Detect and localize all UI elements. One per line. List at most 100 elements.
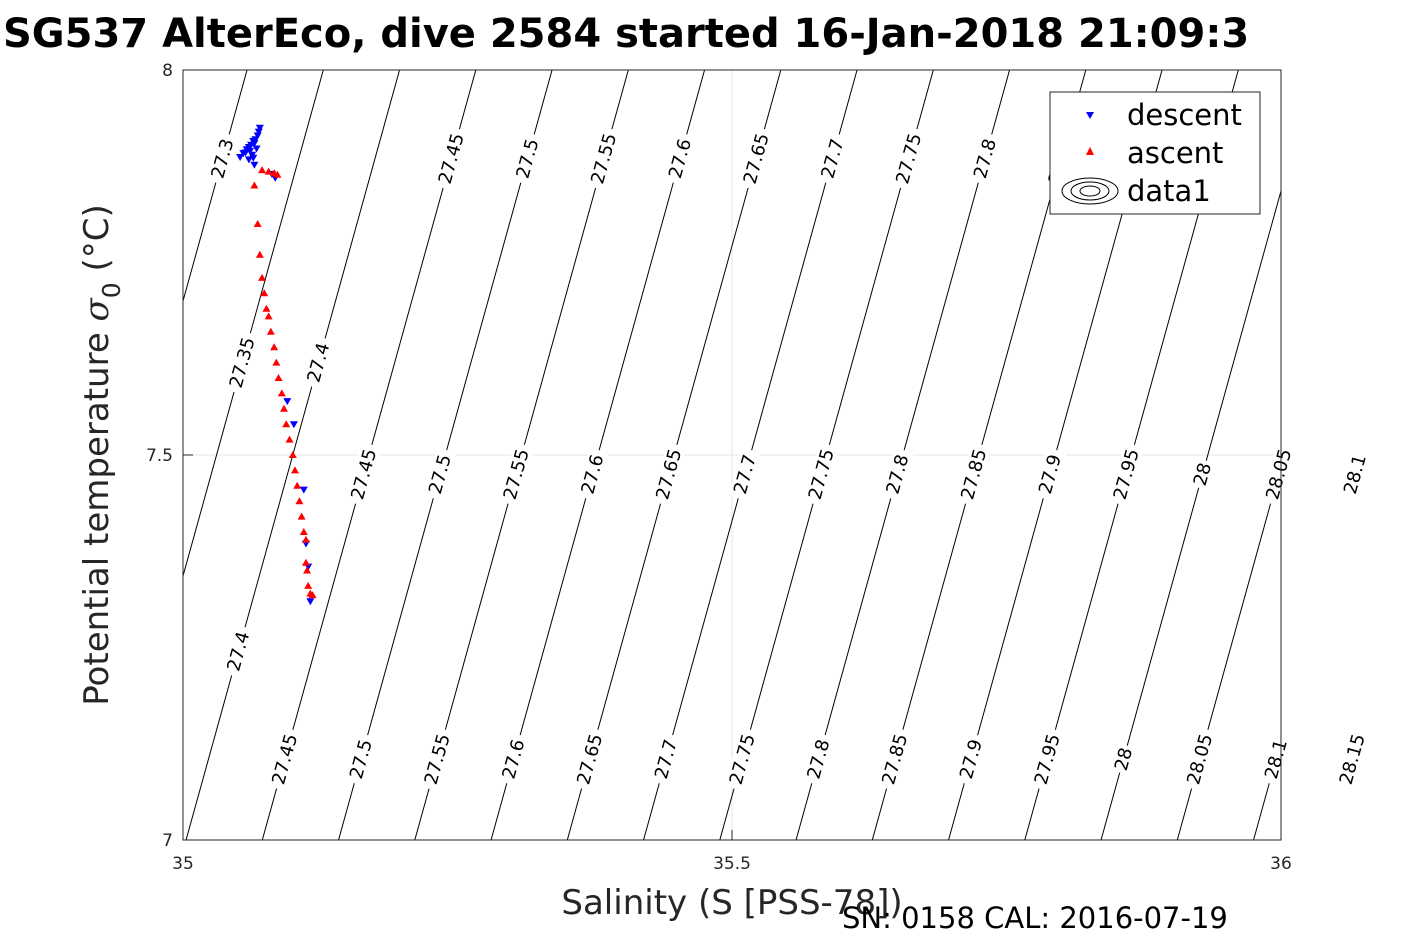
contour-label-bg [738, 126, 775, 191]
contour-label-bg [724, 727, 761, 792]
contour-label-bg [650, 442, 687, 507]
contour-line [183, 70, 324, 578]
contour-label-bg [881, 447, 914, 502]
ascent-point [258, 166, 267, 174]
ascent-point [297, 512, 306, 520]
contour-line [1406, 70, 1417, 840]
y-axis-label-main: Potential temperature [77, 321, 117, 705]
legend-ascent-marker [1086, 147, 1094, 155]
ascent-point [303, 566, 312, 574]
contour-label-bg [1189, 458, 1216, 491]
legend-contour-label: data1 [1127, 174, 1211, 208]
contour-label-bg [222, 624, 255, 679]
ascent-point [270, 343, 279, 351]
footer-calibration: SN: 0158 CAL: 2016-07-19 [842, 901, 1228, 935]
y-axis-label-sigma: σ [77, 297, 117, 321]
contour-label-bg [224, 330, 260, 395]
contour-label-bg [433, 126, 470, 191]
contour-label-bg [1029, 727, 1066, 792]
ascent-point [274, 374, 283, 381]
descent-point [241, 149, 250, 157]
contour-line [183, 70, 248, 303]
x-tick-label: 35.5 [713, 854, 751, 874]
contour-label-bg [302, 335, 335, 390]
legend-box [1049, 91, 1261, 215]
contour-label-bg [1260, 442, 1297, 507]
descent-point [249, 137, 258, 145]
contour-label-bg [1334, 727, 1371, 792]
contour-label-bg [1110, 742, 1137, 776]
contour-label: 28.15 [1334, 727, 1371, 792]
descent-point [254, 128, 263, 136]
contour-label-bg [419, 727, 456, 792]
contour-label-bg [955, 442, 992, 507]
contour-label-bg [345, 442, 382, 507]
ascent-series [250, 166, 317, 599]
ascent-point [282, 420, 291, 428]
legend-descent-marker [1086, 112, 1094, 119]
descent-point [299, 486, 308, 494]
chart-title: SG537 AlterEco, dive 2584 started 16-Jan… [3, 11, 1249, 57]
contour-label-bg [802, 732, 835, 786]
ascent-point [280, 404, 289, 412]
y-tick-label: 7.5 [146, 446, 173, 466]
ascent-point [301, 535, 310, 543]
legend-descent-label: descent [1127, 98, 1242, 132]
contour-label-bg [728, 447, 762, 502]
descent-point [252, 145, 261, 153]
descent-point [245, 147, 254, 155]
x-tick-label: 35 [172, 854, 194, 874]
ascent-point [290, 466, 299, 474]
contour-label-text: 28.1 [1340, 452, 1371, 496]
contour-label-text: 28.15 [1336, 732, 1370, 787]
contour-label-bg [498, 442, 534, 507]
descent-point [255, 124, 264, 132]
ascent-point [258, 273, 267, 281]
ascent-point [288, 451, 297, 458]
legend-ascent-label: ascent [1127, 136, 1223, 170]
contour-label-bg [649, 732, 683, 786]
ascent-point [260, 289, 269, 297]
contour-label-bg [511, 131, 544, 186]
descent-point [244, 156, 253, 164]
descent-point [289, 421, 298, 429]
ascent-point [304, 581, 313, 589]
y-axis-label-unit: (°C) [77, 204, 117, 282]
ascent-point [295, 497, 304, 505]
y-tick-label: 8 [162, 61, 173, 81]
descent-point [236, 154, 245, 162]
y-axis-label: Potential temperature σ0 (°C) [77, 204, 126, 705]
contour-line [1330, 70, 1417, 840]
contour-label-bg [954, 732, 988, 786]
descent-point [249, 154, 258, 162]
ascent-point [253, 220, 262, 227]
ascent-point [277, 389, 286, 397]
contour-label-bg [497, 732, 530, 786]
descent-point [306, 598, 315, 606]
ascent-point [273, 170, 282, 178]
ascent-point [308, 591, 317, 599]
contour-label-bg [423, 447, 457, 502]
y-axis-label-subscript: 0 [97, 282, 126, 298]
ascent-point [262, 304, 271, 312]
ascent-point [250, 181, 259, 189]
contour-label-bg [803, 442, 839, 507]
ascent-point [285, 435, 294, 443]
ascent-point [266, 327, 275, 335]
contour-label-bg [1108, 442, 1144, 507]
ascent-point [272, 358, 281, 366]
contour-label-bg [266, 727, 303, 792]
ascent-point [293, 481, 302, 489]
y-tick-label: 7 [162, 831, 173, 851]
ascent-point [264, 167, 273, 175]
ascent-point [299, 528, 308, 535]
contour-label-bg [585, 126, 622, 191]
legend-contour-icon [1061, 177, 1119, 205]
descent-point [253, 132, 262, 140]
contour-label: 28.1 [1338, 447, 1372, 502]
legend: descent ascent data1 [1049, 91, 1261, 215]
contour-line [1100, 189, 1281, 840]
contour-label-bg [344, 732, 378, 786]
contour-label-bg [968, 131, 1002, 186]
